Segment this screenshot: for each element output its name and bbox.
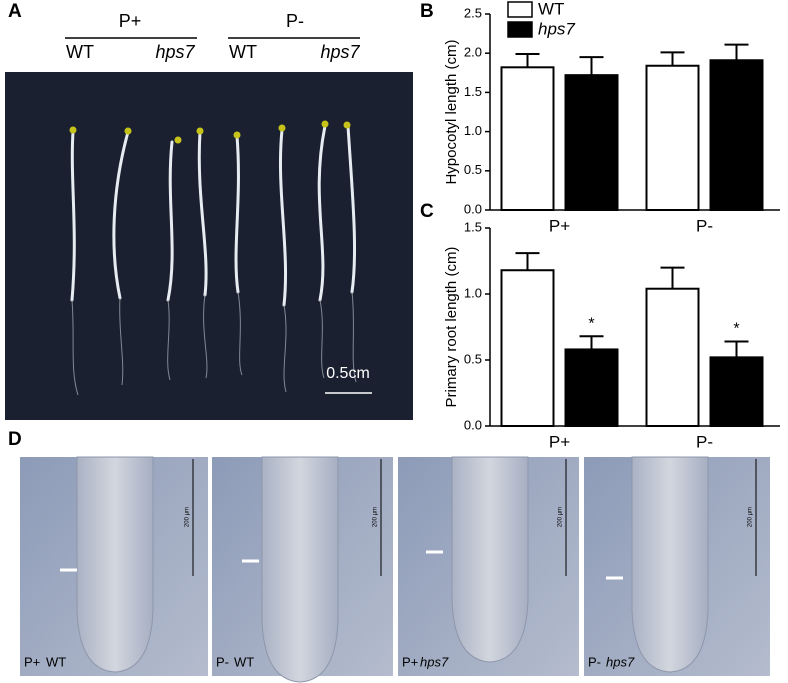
legend-swatch	[507, 1, 533, 18]
bar	[645, 64, 700, 211]
genotype-label: hps7	[606, 654, 635, 669]
x-tick-label: P-	[696, 432, 713, 451]
y-axis-label: Primary root length (cm)	[443, 247, 460, 408]
significance-mark: *	[733, 321, 739, 338]
bar	[645, 287, 700, 427]
x-tick-label: P-	[696, 216, 713, 235]
x-tick-label: P+	[549, 216, 570, 235]
significance-mark: *	[588, 315, 594, 332]
root-shape	[631, 456, 709, 673]
y-tick-label: 1.0	[464, 123, 482, 138]
panel-label: A	[8, 1, 22, 22]
x-tick-label: P+	[549, 432, 570, 451]
scale-bar-label: 200 µm	[558, 507, 564, 527]
panel-label: B	[420, 1, 434, 22]
y-tick-label: 1.0	[464, 285, 482, 300]
y-tick-label: 2.5	[464, 5, 482, 20]
y-tick-label: 1.5	[464, 84, 482, 99]
genotype-label: hps7	[420, 654, 449, 669]
bar	[709, 59, 764, 212]
condition-label: P+	[24, 654, 40, 669]
y-tick-label: 2.0	[464, 45, 482, 60]
condition-label: P-	[588, 654, 601, 669]
bar	[500, 66, 555, 211]
panel-label: C	[420, 201, 434, 222]
y-tick-label: 0.5	[464, 162, 482, 177]
scale-bar-label: 200 µm	[185, 507, 191, 527]
genotype-label: WT	[66, 42, 94, 62]
scale-bar-label: 200 µm	[373, 507, 379, 527]
panel-label: D	[8, 429, 22, 450]
y-tick-label: 0.0	[464, 417, 482, 432]
bar	[564, 74, 619, 212]
legend-label: hps7	[538, 19, 575, 38]
bar	[564, 348, 619, 427]
root-shape	[261, 456, 339, 683]
y-tick-label: 1.5	[464, 219, 482, 234]
genotype-label: hps7	[320, 42, 360, 62]
condition-label: P+	[402, 654, 418, 669]
genotype-label: WT	[46, 654, 66, 669]
y-tick-label: 0.0	[464, 201, 482, 216]
group-header: P-	[286, 11, 304, 31]
legend-swatch	[507, 21, 533, 38]
bar	[709, 356, 764, 427]
seedling-photo	[5, 72, 413, 420]
genotype-label: hps7	[155, 42, 195, 62]
condition-label: P-	[216, 654, 229, 669]
root-shape	[451, 456, 529, 663]
group-header: P+	[119, 11, 142, 31]
legend-label: WT	[538, 0, 564, 18]
root-shape	[76, 456, 154, 673]
genotype-label: WT	[229, 42, 257, 62]
scale-bar-label: 200 µm	[748, 507, 754, 527]
y-tick-label: 0.5	[464, 351, 482, 366]
y-axis-label: Hypocotyl length (cm)	[443, 39, 460, 184]
scale-bar-label: 0.5cm	[326, 365, 370, 382]
genotype-label: WT	[234, 654, 254, 669]
bar	[500, 269, 555, 427]
